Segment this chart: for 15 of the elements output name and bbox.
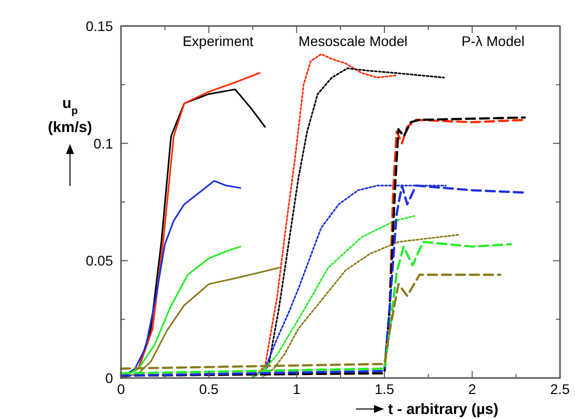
x-axis-title: t - arbitrary (µs) xyxy=(388,401,498,418)
x-tick-label: 1.5 xyxy=(374,381,394,397)
x-tick-label: 0.5 xyxy=(199,381,219,397)
y-tick-label: 0.05 xyxy=(86,252,114,269)
annotation: Mesoscale Model xyxy=(298,33,408,49)
x-tick-label: 1 xyxy=(292,381,301,397)
y-tick-label: 0 xyxy=(105,370,114,386)
x-tick-label: 2 xyxy=(468,381,476,397)
annotation: Experiment xyxy=(182,33,254,49)
y-tick-label: 0.1 xyxy=(94,135,114,152)
x-tick-label: 0 xyxy=(117,381,126,397)
x-tick-label: 2.5 xyxy=(550,381,570,397)
annotation: P-λ Model xyxy=(461,33,525,49)
y-axis-title: u$_{p}$ (km/s) xyxy=(48,95,92,136)
y-tick-label: 0.15 xyxy=(86,18,114,34)
